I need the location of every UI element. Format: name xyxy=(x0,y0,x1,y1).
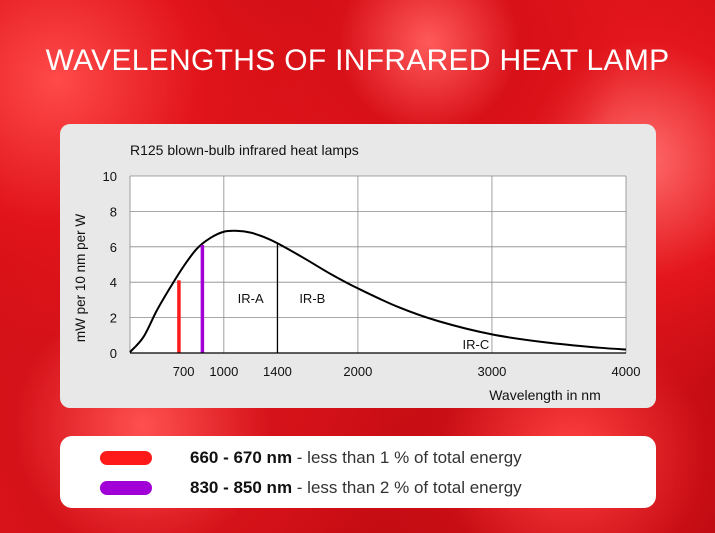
x-tick-label: 2000 xyxy=(343,364,372,379)
x-tick-label: 700 xyxy=(173,364,195,379)
legend-card: 660 - 670 nm - less than 1 % of total en… xyxy=(60,436,656,508)
spectrum-chart: R125 blown-bulb infrared heat lamps mW p… xyxy=(73,142,641,403)
x-tick-label: 4000 xyxy=(612,364,641,379)
legend-range-red: 660 - 670 nm xyxy=(190,448,293,467)
y-tick-label: 4 xyxy=(110,275,117,290)
region-label-ir-b: IR-B xyxy=(299,291,325,306)
y-tick-label: 8 xyxy=(110,204,117,219)
chart-title: R125 blown-bulb infrared heat lamps xyxy=(130,142,359,158)
y-tick-label: 6 xyxy=(110,240,117,255)
x-tick-label: 1400 xyxy=(263,364,292,379)
y-axis-label: mW per 10 nm per W xyxy=(73,214,88,343)
y-tick-label: 0 xyxy=(110,346,117,361)
spectrum-curve xyxy=(129,229,627,353)
x-axis-label: Wavelength in nm xyxy=(489,387,601,403)
plot-area xyxy=(130,176,626,353)
purple-swatch xyxy=(100,481,152,495)
legend-text-red: 660 - 670 nm - less than 1 % of total en… xyxy=(190,448,522,468)
page-title: WAVELENGTHS OF INFRARED HEAT LAMP xyxy=(45,44,670,77)
x-tick-label: 1000 xyxy=(209,364,238,379)
legend-range-purple: 830 - 850 nm xyxy=(190,478,293,497)
legend-item-red: 660 - 670 nm - less than 1 % of total en… xyxy=(100,446,522,470)
region-label-ir-a: IR-A xyxy=(238,291,264,306)
legend-desc-purple: - less than 2 % of total energy xyxy=(292,478,522,497)
region-label-ir-c: IR-C xyxy=(463,337,490,352)
legend-text-purple: 830 - 850 nm - less than 2 % of total en… xyxy=(190,478,522,498)
y-tick-label: 10 xyxy=(103,169,117,184)
x-tick-label: 3000 xyxy=(477,364,506,379)
legend-item-purple: 830 - 850 nm - less than 2 % of total en… xyxy=(100,476,522,500)
red-swatch xyxy=(100,451,152,465)
y-tick-label: 2 xyxy=(110,311,117,326)
chart-card: R125 blown-bulb infrared heat lamps mW p… xyxy=(60,124,656,408)
legend-desc-red: - less than 1 % of total energy xyxy=(292,448,522,467)
